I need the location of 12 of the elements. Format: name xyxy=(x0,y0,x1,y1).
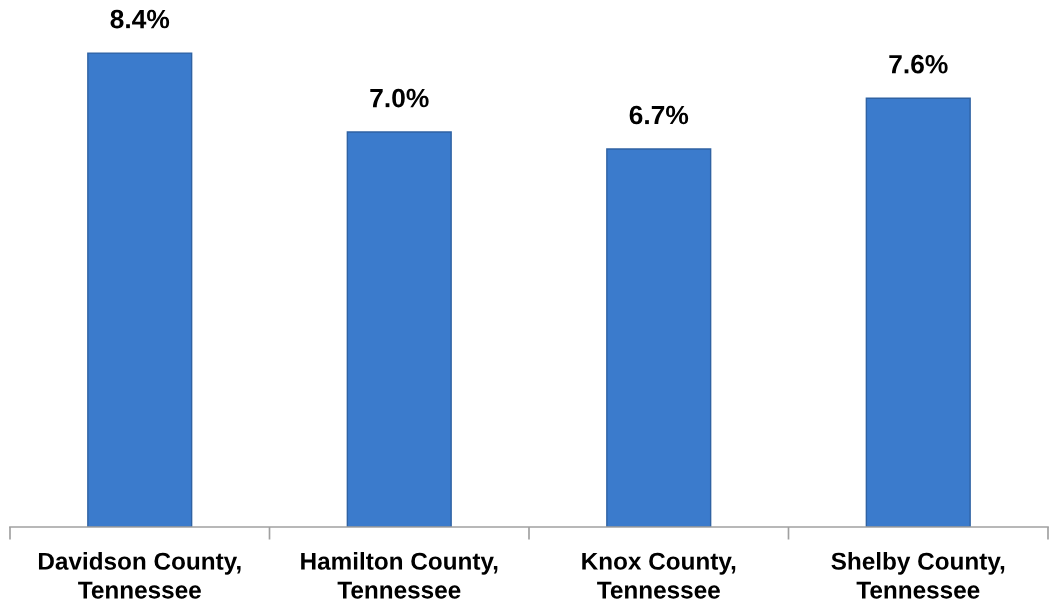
bar xyxy=(87,52,193,527)
data-label: 8.4% xyxy=(110,9,170,29)
bar xyxy=(346,131,452,527)
x-tick-label: Hamilton County, Tennessee xyxy=(301,552,498,599)
x-tick-label: Knox County, Tennessee xyxy=(582,552,736,599)
data-label: 7.0% xyxy=(370,88,429,108)
x-tick-label: Shelby County, Tennessee xyxy=(831,552,1005,599)
data-label: 6.7% xyxy=(629,105,689,125)
data-label: 7.6% xyxy=(889,54,948,74)
x-tick-label: Davidson County, Tennessee xyxy=(38,552,241,599)
bar xyxy=(865,97,971,527)
bar xyxy=(606,148,712,527)
